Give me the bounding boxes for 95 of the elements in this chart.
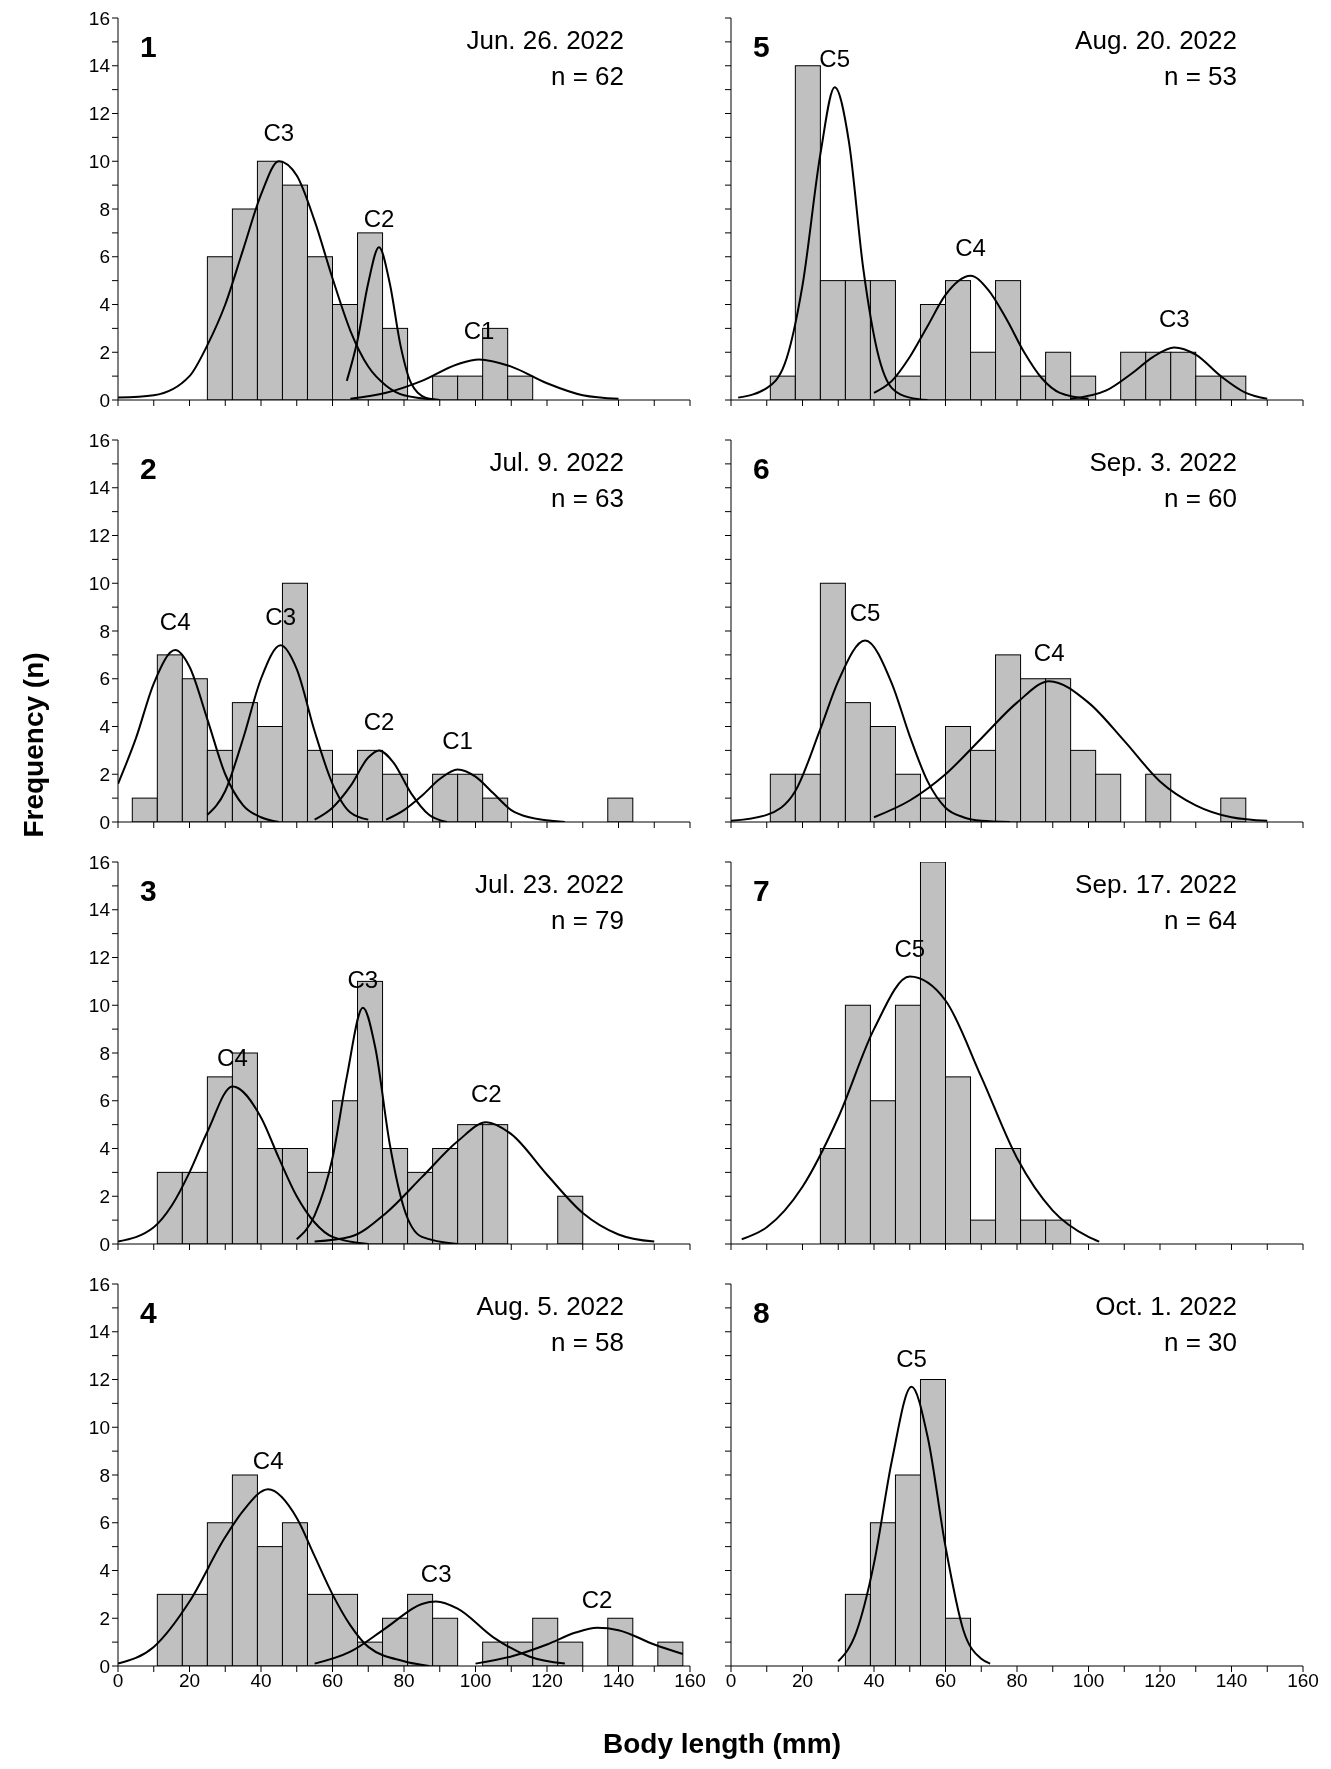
x-tick-label: 60 (321, 1670, 344, 1692)
annotation: n = 30 (1163, 1326, 1237, 1359)
x-tick-label: 100 (459, 1670, 492, 1692)
y-tick-label: 4 (99, 716, 111, 738)
y-tick-label: 0 (99, 811, 110, 833)
y-tick-label: 12 (88, 947, 110, 969)
series-label: C3 (420, 1559, 452, 1587)
y-tick-label: 6 (99, 1512, 110, 1534)
series-label: C1 (442, 727, 473, 755)
series-label: C3 (1158, 305, 1190, 333)
x-tick-label: 60 (934, 1670, 957, 1692)
series-label: C4 (1033, 639, 1065, 667)
annotation: 2 (140, 452, 157, 486)
y-tick-label: 14 (88, 55, 111, 77)
y-tick-label: 6 (99, 246, 110, 268)
y-tick-label: 16 (88, 7, 110, 29)
series-label: C4 (159, 608, 191, 636)
annotation: Sep. 17. 2022 (1075, 868, 1237, 901)
series-label: C2 (470, 1080, 502, 1108)
y-tick-label: 8 (99, 198, 110, 220)
series-label: C5 (896, 1344, 927, 1372)
series-label: C5 (849, 598, 881, 626)
x-tick-label: 20 (178, 1670, 201, 1692)
x-tick-label: 40 (863, 1670, 885, 1692)
series-label: C2 (363, 205, 395, 233)
y-axis-title: Frequency (n) (18, 652, 50, 838)
y-tick-label: 6 (99, 668, 110, 690)
y-tick-label: 2 (99, 1607, 110, 1629)
annotation: n = 60 (1163, 482, 1237, 515)
y-tick-label: 8 (99, 1464, 110, 1486)
y-tick-label: 4 (99, 1138, 111, 1160)
y-tick-label: 10 (88, 572, 110, 594)
y-tick-label: 2 (99, 763, 110, 785)
y-tick-label: 0 (99, 1655, 110, 1677)
annotation: 8 (753, 1296, 770, 1330)
annotation: Aug. 20. 2022 (1075, 24, 1237, 57)
y-tick-label: 16 (88, 1273, 110, 1295)
x-tick-label: 140 (602, 1670, 635, 1692)
y-tick-label: 10 (88, 150, 110, 172)
y-tick-label: 2 (99, 341, 110, 363)
annotation: 5 (753, 30, 770, 64)
y-tick-label: 10 (88, 994, 110, 1016)
annotation: Sep. 3. 2022 (1089, 446, 1237, 479)
y-tick-label: 8 (99, 620, 110, 642)
annotation: 4 (140, 1296, 157, 1330)
x-tick-label: 80 (393, 1670, 415, 1692)
x-tick-label: 120 (1144, 1670, 1176, 1692)
annotation: 6 (753, 452, 770, 486)
y-tick-label: 16 (88, 851, 110, 873)
annotation: Oct. 1. 2022 (1095, 1290, 1237, 1323)
y-tick-label: 6 (99, 1090, 110, 1112)
series-label: C3 (263, 119, 295, 147)
series-label: C2 (363, 708, 395, 736)
series-label: C2 (581, 1585, 613, 1613)
y-tick-label: 16 (88, 429, 110, 451)
y-tick-label: 0 (99, 1233, 110, 1255)
annotation: 1 (140, 30, 157, 64)
series-label: C4 (252, 1447, 284, 1475)
annotation: n = 62 (550, 60, 624, 93)
x-tick-label: 20 (791, 1670, 814, 1692)
y-tick-label: 2 (99, 1185, 110, 1207)
annotation: Aug. 5. 2022 (476, 1290, 624, 1323)
y-tick-label: 14 (88, 899, 111, 921)
y-tick-label: 12 (88, 525, 110, 547)
annotation: n = 79 (550, 904, 624, 937)
y-tick-label: 4 (99, 1560, 111, 1582)
y-tick-label: 4 (99, 294, 111, 316)
x-tick-label: 160 (1287, 1670, 1319, 1692)
annotation: n = 64 (1163, 904, 1237, 937)
x-tick-label: 40 (250, 1670, 272, 1692)
x-tick-label: 140 (1215, 1670, 1248, 1692)
x-tick-label: 80 (1006, 1670, 1028, 1692)
y-tick-label: 10 (88, 1416, 110, 1438)
annotation: Jul. 23. 2022 (475, 868, 624, 901)
annotation: 3 (140, 874, 157, 908)
y-tick-label: 0 (99, 389, 110, 411)
annotation: n = 58 (550, 1326, 624, 1359)
series-label: C4 (955, 233, 986, 261)
annotation: Jun. 26. 2022 (466, 24, 624, 57)
x-axis-title: Body length (mm) (603, 1728, 841, 1760)
x-tick-label: 0 (725, 1670, 737, 1692)
y-tick-label: 14 (88, 477, 111, 499)
series-label: C5 (819, 45, 851, 73)
annotation: n = 63 (550, 482, 624, 515)
x-tick-label: 100 (1072, 1670, 1105, 1692)
annotation: n = 53 (1163, 60, 1237, 93)
x-tick-label: 160 (674, 1670, 706, 1692)
annotation: Jul. 9. 2022 (489, 446, 624, 479)
x-tick-label: 120 (531, 1670, 563, 1692)
y-tick-label: 12 (88, 103, 110, 125)
series-label: C1 (463, 317, 495, 345)
annotation: 7 (753, 874, 770, 908)
y-tick-label: 12 (88, 1369, 110, 1391)
y-tick-label: 8 (99, 1042, 110, 1064)
y-tick-label: 14 (88, 1321, 111, 1343)
